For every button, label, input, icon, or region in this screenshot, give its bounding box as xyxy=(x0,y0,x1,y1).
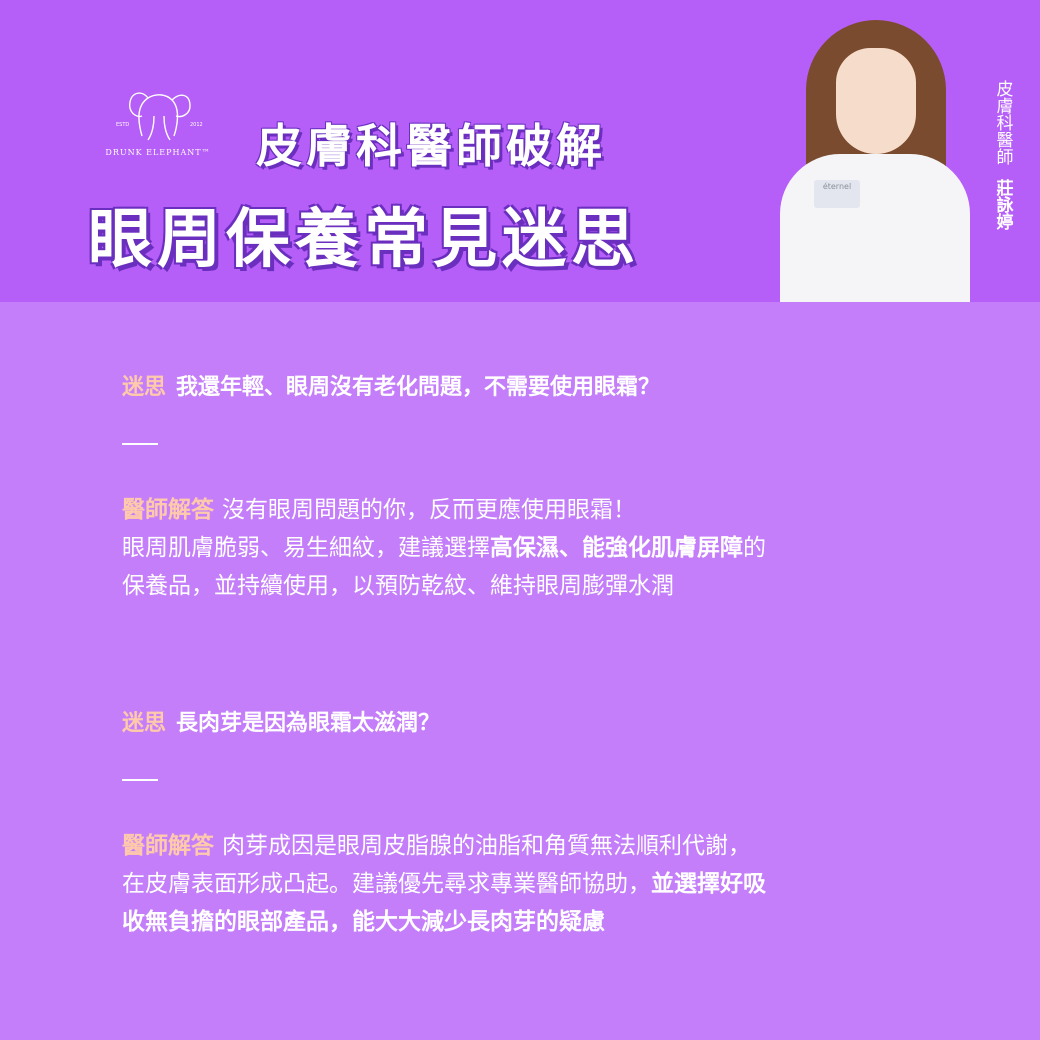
question-text: 我還年輕、眼周沒有老化問題，不需要使用眼霜？ xyxy=(176,375,661,400)
doctor-title: 皮膚科醫師 xyxy=(992,80,1013,165)
answer-text: 在皮膚表面形成凸起。建議優先尋求專業醫師協助， xyxy=(122,871,651,897)
title-line-1: 皮膚科醫師破解 xyxy=(256,119,606,173)
answer-tag: 醫師解答 xyxy=(122,497,214,523)
answer-text: 肉芽成因是眼周皮脂腺的油脂和角質無法順利代謝， xyxy=(222,833,751,859)
answer-text: 的 xyxy=(743,535,766,561)
answer-emphasis: 高保濕、能強化肌膚屏障 xyxy=(490,535,743,561)
answer-emphasis: 收無負擔的眼部產品，能大大減少長肉芽的疑慮 xyxy=(122,909,605,935)
qa-block-2: 迷思 長肉芽是因為眼霜太滋潤？ 醫師解答 肉芽成因是眼周皮脂腺的油脂和角質無法順利代… xyxy=(122,709,942,941)
doctor-answer-2: 醫師解答 肉芽成因是眼周皮脂腺的油脂和角質無法順利代謝， 在皮膚表面形成凸起。建議… xyxy=(122,827,942,941)
divider xyxy=(122,443,158,445)
doctor-credit: 皮膚科醫師 莊詠婷 xyxy=(990,80,1014,230)
brand-name: DRUNK ELEPHANT™ xyxy=(105,148,211,157)
myth-tag: 迷思 xyxy=(122,375,167,400)
myth-question-1: 迷思 我還年輕、眼周沒有老化問題，不需要使用眼霜？ xyxy=(122,373,942,403)
doctor-portrait: éternel xyxy=(772,14,972,302)
answer-line-3: 收無負擔的眼部產品，能大大減少長肉芽的疑慮 xyxy=(122,903,942,941)
answer-text: 保養品，並持續使用，以預防乾紋、維持眼周膨彈水潤 xyxy=(122,573,674,599)
answer-line-2: 眼周肌膚脆弱、易生細紋，建議選擇高保濕、能強化肌膚屏障的 xyxy=(122,529,942,567)
portrait-badge-text: éternel xyxy=(822,182,852,191)
answer-line-1: 醫師解答 肉芽成因是眼周皮脂腺的油脂和角質無法順利代謝， xyxy=(122,827,942,865)
header-banner: ESTD 2012 DRUNK ELEPHANT™ 皮膚科醫師破解 眼周保養常見… xyxy=(0,0,1040,302)
doctor-answer-1: 醫師解答 沒有眼周問題的你，反而更應使用眼霜！ 眼周肌膚脆弱、易生細紋，建議選擇高… xyxy=(122,491,942,605)
title-line-2: 眼周保養常見迷思 xyxy=(88,203,640,277)
answer-text: 沒有眼周問題的你，反而更應使用眼霜！ xyxy=(222,497,636,523)
portrait-badge: éternel xyxy=(814,180,860,208)
question-text: 長肉芽是因為眼霜太滋潤？ xyxy=(176,711,441,736)
brand-logo: ESTD 2012 DRUNK ELEPHANT™ xyxy=(92,82,224,162)
answer-line-2: 在皮膚表面形成凸起。建議優先尋求專業醫師協助，並選擇好吸 xyxy=(122,865,942,903)
answer-line-1: 醫師解答 沒有眼周問題的你，反而更應使用眼霜！ xyxy=(122,491,942,529)
portrait-coat xyxy=(780,154,970,302)
portrait-face xyxy=(836,48,916,154)
myth-tag: 迷思 xyxy=(122,711,167,736)
doctor-name: 莊詠婷 xyxy=(992,179,1013,230)
elephant-icon: ESTD 2012 xyxy=(116,92,203,141)
answer-text: 眼周肌膚脆弱、易生細紋，建議選擇 xyxy=(122,535,490,561)
logo-estd-mark: ESTD xyxy=(116,122,129,128)
answer-line-3: 保養品，並持續使用，以預防乾紋、維持眼周膨彈水潤 xyxy=(122,567,942,605)
logo-year-mark: 2012 xyxy=(190,122,203,128)
answer-emphasis: 並選擇好吸 xyxy=(651,871,766,897)
qa-block-1: 迷思 我還年輕、眼周沒有老化問題，不需要使用眼霜？ 醫師解答 沒有眼周問題的你，反而… xyxy=(122,373,942,605)
divider xyxy=(122,779,158,781)
answer-tag: 醫師解答 xyxy=(122,833,214,859)
myth-question-2: 迷思 長肉芽是因為眼霜太滋潤？ xyxy=(122,709,942,739)
